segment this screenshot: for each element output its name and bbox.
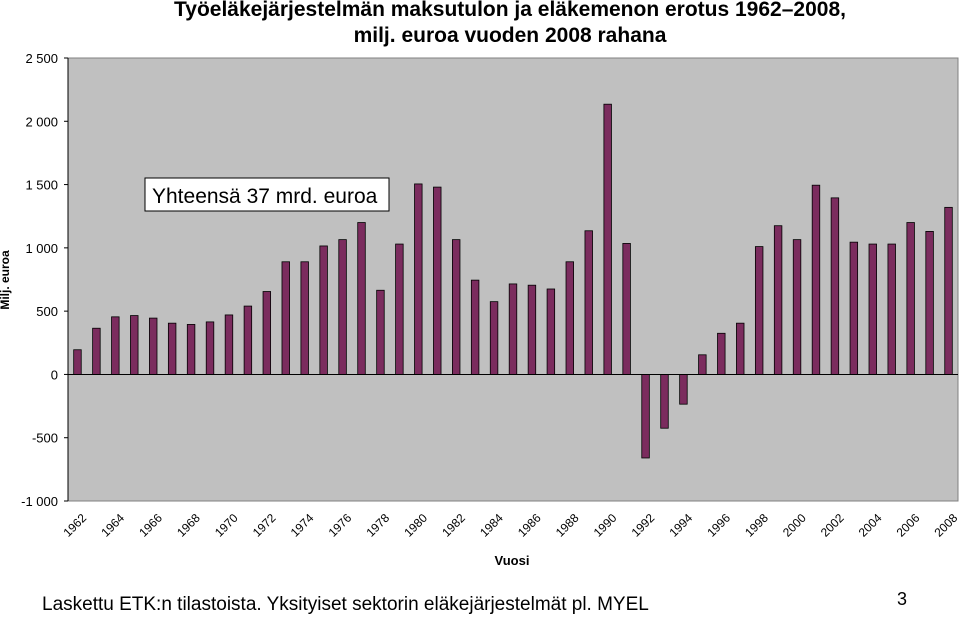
annotation-text: Yhteensä 37 mrd. euroa xyxy=(152,185,378,208)
bar-2004 xyxy=(869,244,877,374)
x-tick-label: 1964 xyxy=(98,511,127,540)
y-tick-label: 0 xyxy=(51,367,58,382)
bar-1962 xyxy=(74,350,82,375)
bar-1972 xyxy=(263,292,271,375)
bar-1964 xyxy=(112,317,120,375)
x-tick-label: 1966 xyxy=(136,511,165,540)
bar-2002 xyxy=(831,198,839,375)
y-tick-label: 500 xyxy=(36,304,58,319)
bar-1963 xyxy=(93,328,101,374)
x-tick-label: 2004 xyxy=(856,511,885,540)
x-tick-label: 1972 xyxy=(250,511,279,540)
bar-1981 xyxy=(433,187,441,374)
plot-area xyxy=(68,58,958,501)
x-tick-label: 1970 xyxy=(212,511,241,540)
y-tick-label: -1 000 xyxy=(21,494,58,509)
x-tick-label: 2006 xyxy=(894,511,923,540)
bar-2005 xyxy=(888,244,896,374)
bar-1977 xyxy=(358,223,366,375)
bar-1975 xyxy=(320,246,328,374)
bar-1980 xyxy=(415,184,423,374)
bar-1970 xyxy=(225,315,233,374)
x-tick-label: 1990 xyxy=(591,511,620,540)
bar-2003 xyxy=(850,242,858,374)
x-axis-label: Vuosi xyxy=(495,553,530,568)
bar-1991 xyxy=(623,243,631,374)
x-tick-label: 1984 xyxy=(477,511,506,540)
bar-1994 xyxy=(680,374,688,404)
x-tick-label: 2008 xyxy=(932,511,960,540)
page-number: 3 xyxy=(897,589,907,610)
x-tick-label: 1962 xyxy=(60,511,89,540)
footnote: Laskettu ETK:n tilastoista. Yksityiset s… xyxy=(42,594,649,616)
bar-1992 xyxy=(642,374,650,458)
bar-1968 xyxy=(187,324,195,374)
bar-1985 xyxy=(509,284,517,375)
bar-1983 xyxy=(471,280,479,374)
bar-1971 xyxy=(244,306,252,374)
y-tick-label: 1 500 xyxy=(25,178,58,193)
bar-1979 xyxy=(396,244,404,374)
bar-1996 xyxy=(718,333,726,374)
bar-1978 xyxy=(377,290,385,374)
x-tick-label: 1978 xyxy=(363,511,392,540)
bar-1974 xyxy=(301,262,309,375)
bar-1982 xyxy=(452,240,460,375)
x-tick-label: 1988 xyxy=(553,511,582,540)
bar-2007 xyxy=(926,231,934,374)
bar-2000 xyxy=(793,240,801,375)
y-tick-label: 1 000 xyxy=(25,241,58,256)
x-tick-label: 1992 xyxy=(629,511,658,540)
y-tick-label: 2 500 xyxy=(25,51,58,66)
bar-1999 xyxy=(774,226,782,375)
bar-1997 xyxy=(736,323,744,374)
bar-1989 xyxy=(585,231,593,375)
bar-1984 xyxy=(490,302,498,375)
x-tick-label: 2000 xyxy=(780,511,809,540)
x-tick-label: 1986 xyxy=(515,511,544,540)
x-tick-label: 1976 xyxy=(326,511,355,540)
x-tick-label: 1968 xyxy=(174,511,203,540)
bar-1987 xyxy=(547,289,555,374)
y-axis-label: Milj. euroa xyxy=(0,250,12,310)
bar-1993 xyxy=(661,374,669,428)
bar-1965 xyxy=(130,316,138,375)
x-tick-label: 2002 xyxy=(818,511,847,540)
bar-1973 xyxy=(282,262,290,375)
y-tick-label: -500 xyxy=(32,431,58,446)
bar-2008 xyxy=(945,207,953,374)
x-tick-label: 1974 xyxy=(288,511,317,540)
x-ticks-group: 1962 1964 1966 1968 1970 1972 1974 1976 1978 1980… xyxy=(60,511,960,540)
bar-1995 xyxy=(699,355,707,375)
y-tick-label: 2 000 xyxy=(25,114,58,129)
bar-1998 xyxy=(755,247,763,375)
bar-1967 xyxy=(168,323,176,374)
x-tick-label: 1996 xyxy=(704,511,733,540)
x-tick-label: 1980 xyxy=(401,511,430,540)
bar-2006 xyxy=(907,223,915,375)
bar-1990 xyxy=(604,104,612,374)
annotation-box: Yhteensä 37 mrd. euroa xyxy=(145,178,389,211)
y-ticks-group: -1 000 -500 0 500 1 000 1 500 2 000 2 500 xyxy=(21,51,68,509)
bar-1969 xyxy=(206,322,214,375)
bar-2001 xyxy=(812,185,820,374)
x-tick-label: 1998 xyxy=(742,511,771,540)
bar-1976 xyxy=(339,240,347,375)
x-tick-label: 1994 xyxy=(666,511,695,540)
bar-1966 xyxy=(149,318,157,374)
bar-1986 xyxy=(528,285,536,374)
bar-1988 xyxy=(566,262,574,375)
x-tick-label: 1982 xyxy=(439,511,468,540)
